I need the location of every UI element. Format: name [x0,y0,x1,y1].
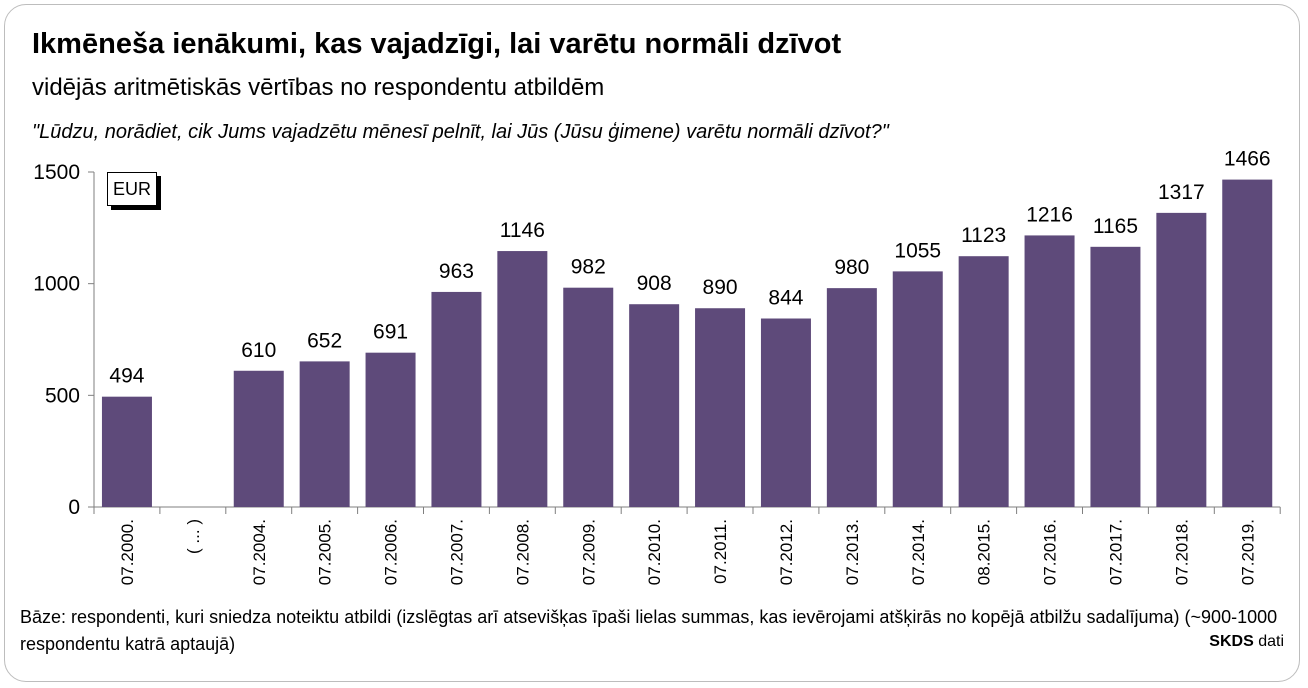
bar [299,361,350,507]
x-tick-label: 07.2013. [843,519,862,585]
x-tick-label: 07.2010. [645,519,664,585]
source-credit: SKDS dati [1209,633,1284,651]
bar [101,396,152,507]
bar [1156,212,1207,507]
x-tick-label: 07.2011. [711,519,730,584]
y-tick-label: 500 [45,384,80,407]
bar [563,287,614,507]
data-label: 1055 [894,239,941,262]
x-tick-label: 07.2007. [447,519,466,585]
x-tick-label: 07.2000. [118,519,137,585]
source-brand: SKDS [1209,633,1254,650]
x-tick-label: 07.2009. [579,519,598,585]
x-tick-label: ( ... ) [184,519,203,554]
bar [826,288,877,507]
data-label: 691 [373,321,408,344]
x-tick-label: 07.2019. [1238,519,1257,585]
bar [497,251,548,507]
data-label: 1317 [1158,181,1205,204]
bar [695,308,746,507]
bar [1024,235,1075,507]
unit-label: EUR [107,172,157,206]
data-label: 963 [439,260,474,283]
bar [892,271,943,507]
bar [760,318,811,507]
bar [365,352,416,507]
data-label: 1216 [1026,203,1073,226]
chart-frame [4,4,1300,682]
bar [431,291,482,507]
bar [958,256,1009,507]
chart-subtitle: vidējās aritmētiskās vērtības no respond… [32,74,605,101]
data-label: 610 [241,339,276,362]
bar [1222,179,1273,508]
x-tick-label: 07.2012. [777,519,796,585]
bar [1090,246,1141,508]
x-tick-label: 07.2006. [382,519,401,585]
data-label: 1165 [1093,215,1138,238]
data-label: 1466 [1224,148,1271,171]
x-tick-label: 07.2014. [909,519,928,585]
x-tick-label: 07.2008. [513,519,532,585]
data-label: 1146 [500,219,545,242]
data-label: 652 [307,329,342,352]
data-label: 844 [768,287,803,310]
bar [233,370,284,507]
x-tick-label: 07.2004. [250,519,269,585]
x-tick-label: 07.2005. [316,519,335,585]
data-label: 1123 [961,224,1006,247]
data-label: 890 [703,276,738,299]
y-tick-label: 1500 [33,161,80,184]
y-tick-label: 1000 [33,273,80,296]
data-label: 980 [834,256,869,279]
chart-title: Ikmēneša ienākumi, kas vajadzīgi, lai va… [32,28,842,60]
data-label: 494 [109,365,144,388]
source-suffix: dati [1258,633,1284,650]
x-tick-label: 07.2016. [1041,519,1060,585]
base-note: Bāze: respondenti, kuri sniedza noteiktu… [20,607,1278,654]
y-tick-label: 0 [68,496,80,519]
x-tick-label: 07.2017. [1106,519,1125,585]
bar [629,304,680,507]
x-tick-label: 08.2015. [975,519,994,585]
x-tick-label: 07.2018. [1172,519,1191,585]
data-label: 982 [571,256,606,279]
data-label: 908 [637,272,672,295]
survey-question: "Lūdzu, norādiet, cik Jums vajadzētu mēn… [32,121,889,143]
